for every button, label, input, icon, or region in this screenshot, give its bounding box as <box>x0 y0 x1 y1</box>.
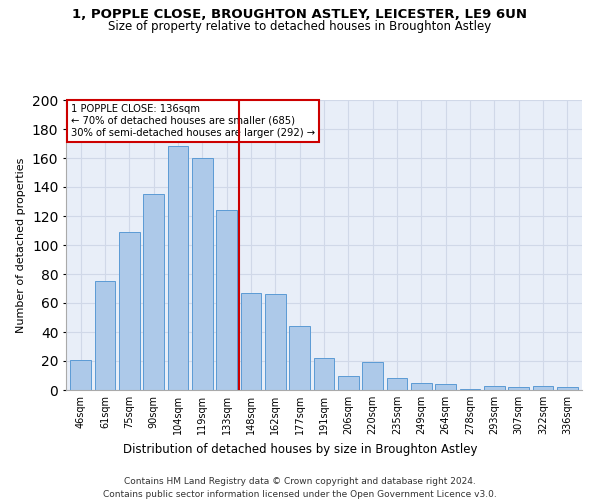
Text: 1, POPPLE CLOSE, BROUGHTON ASTLEY, LEICESTER, LE9 6UN: 1, POPPLE CLOSE, BROUGHTON ASTLEY, LEICE… <box>73 8 527 20</box>
Text: Distribution of detached houses by size in Broughton Astley: Distribution of detached houses by size … <box>123 442 477 456</box>
Text: 1 POPPLE CLOSE: 136sqm
← 70% of detached houses are smaller (685)
30% of semi-de: 1 POPPLE CLOSE: 136sqm ← 70% of detached… <box>71 104 315 138</box>
Bar <box>533 386 553 390</box>
Text: Contains public sector information licensed under the Open Government Licence v3: Contains public sector information licen… <box>103 490 497 499</box>
Text: Size of property relative to detached houses in Broughton Astley: Size of property relative to detached ho… <box>109 20 491 33</box>
Bar <box>143 194 164 390</box>
Bar <box>362 362 383 390</box>
Bar <box>338 376 359 390</box>
Bar <box>216 210 237 390</box>
Bar <box>508 387 529 390</box>
Text: Contains HM Land Registry data © Crown copyright and database right 2024.: Contains HM Land Registry data © Crown c… <box>124 478 476 486</box>
Bar <box>484 386 505 390</box>
Bar <box>436 384 456 390</box>
Bar <box>411 383 432 390</box>
Bar <box>386 378 407 390</box>
Bar <box>95 281 115 390</box>
Bar <box>167 146 188 390</box>
Bar <box>557 387 578 390</box>
Bar <box>460 388 481 390</box>
Bar <box>265 294 286 390</box>
Bar <box>289 326 310 390</box>
Bar <box>192 158 212 390</box>
Bar <box>314 358 334 390</box>
Bar <box>119 232 140 390</box>
Bar <box>241 293 262 390</box>
Bar <box>70 360 91 390</box>
Y-axis label: Number of detached properties: Number of detached properties <box>16 158 26 332</box>
